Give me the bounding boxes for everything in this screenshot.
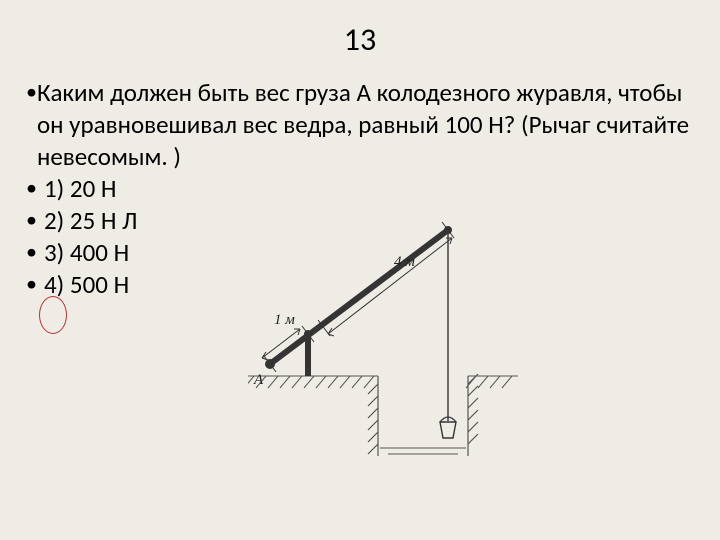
option-text: 1) 20 Н	[44, 173, 116, 205]
option-text: 4) 500 Н	[44, 269, 129, 301]
bullet-icon: •	[26, 237, 44, 269]
question-text: Каким должен быть вес груза А колодезног…	[37, 77, 694, 173]
label-1m: 1 м	[274, 312, 295, 328]
option-1: • 1) 20 Н	[26, 173, 694, 205]
answer-circle-mark	[39, 296, 67, 334]
slide-title: 13	[0, 0, 720, 77]
bullet-icon: •	[26, 269, 44, 301]
diagram-svg: 1 м 4 м А	[248, 216, 518, 466]
label-A: А	[253, 372, 264, 388]
bullet-icon: •	[26, 173, 44, 205]
physics-diagram: 1 м 4 м А	[248, 216, 518, 466]
option-text: 2) 25 Н Л	[44, 205, 137, 237]
bullet-icon: •	[26, 205, 44, 237]
question-item: • Каким должен быть вес груза А колодезн…	[26, 77, 694, 173]
bullet-icon: •	[26, 77, 37, 173]
label-4m: 4 м	[394, 254, 415, 270]
option-text: 3) 400 Н	[44, 237, 129, 269]
